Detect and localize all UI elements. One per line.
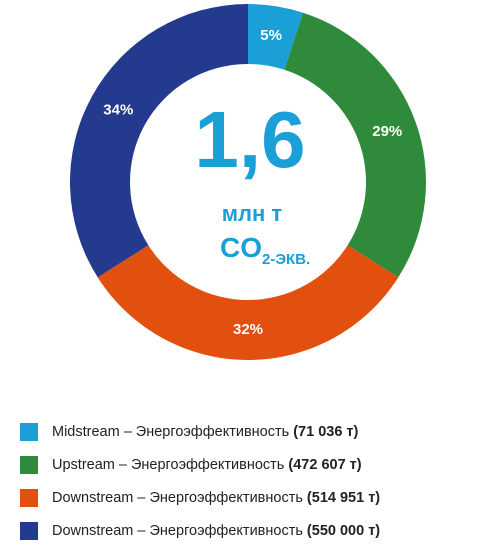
legend-amount: (71 036 т) [293,424,358,440]
legend-name: Downstream – Энергоэффективность [52,523,303,539]
center-unit2-sub: 2-ЭКВ. [262,251,310,268]
donut-segment [97,245,399,360]
value-label: 34% [103,102,133,119]
value-label: 29% [372,123,402,140]
center-unit2-main: CO [220,232,262,263]
legend-swatch [20,456,38,474]
donut-segment [248,4,304,70]
donut-segment [70,4,249,278]
legend-swatch [20,522,38,540]
value-label: 5% [260,27,282,44]
legend-label: Upstream – Энергоэффективность (472 607 … [52,457,362,473]
legend-amount: (550 000 т) [307,523,380,539]
legend-swatch [20,423,38,441]
legend-amount: (472 607 т) [288,457,361,473]
center-unit2: CO2-ЭКВ. [220,232,310,268]
legend-label: Downstream – Энергоэффективность (550 00… [52,523,380,539]
legend-swatch [20,489,38,507]
legend-label: Downstream – Энергоэффективность (514 95… [52,490,380,506]
center-unit: млн т [222,201,283,226]
legend-amount: (514 951 т) [307,490,380,506]
legend-name: Upstream – Энергоэффективность [52,457,284,473]
legend-name: Midstream – Энергоэффективность [52,424,289,440]
legend-name: Downstream – Энергоэффективность [52,490,303,506]
donut-segment [284,12,426,278]
legend-label: Midstream – Энергоэффективность (71 036 … [52,424,359,440]
center-value: 1,6 [194,95,305,184]
value-label: 32% [233,321,263,338]
